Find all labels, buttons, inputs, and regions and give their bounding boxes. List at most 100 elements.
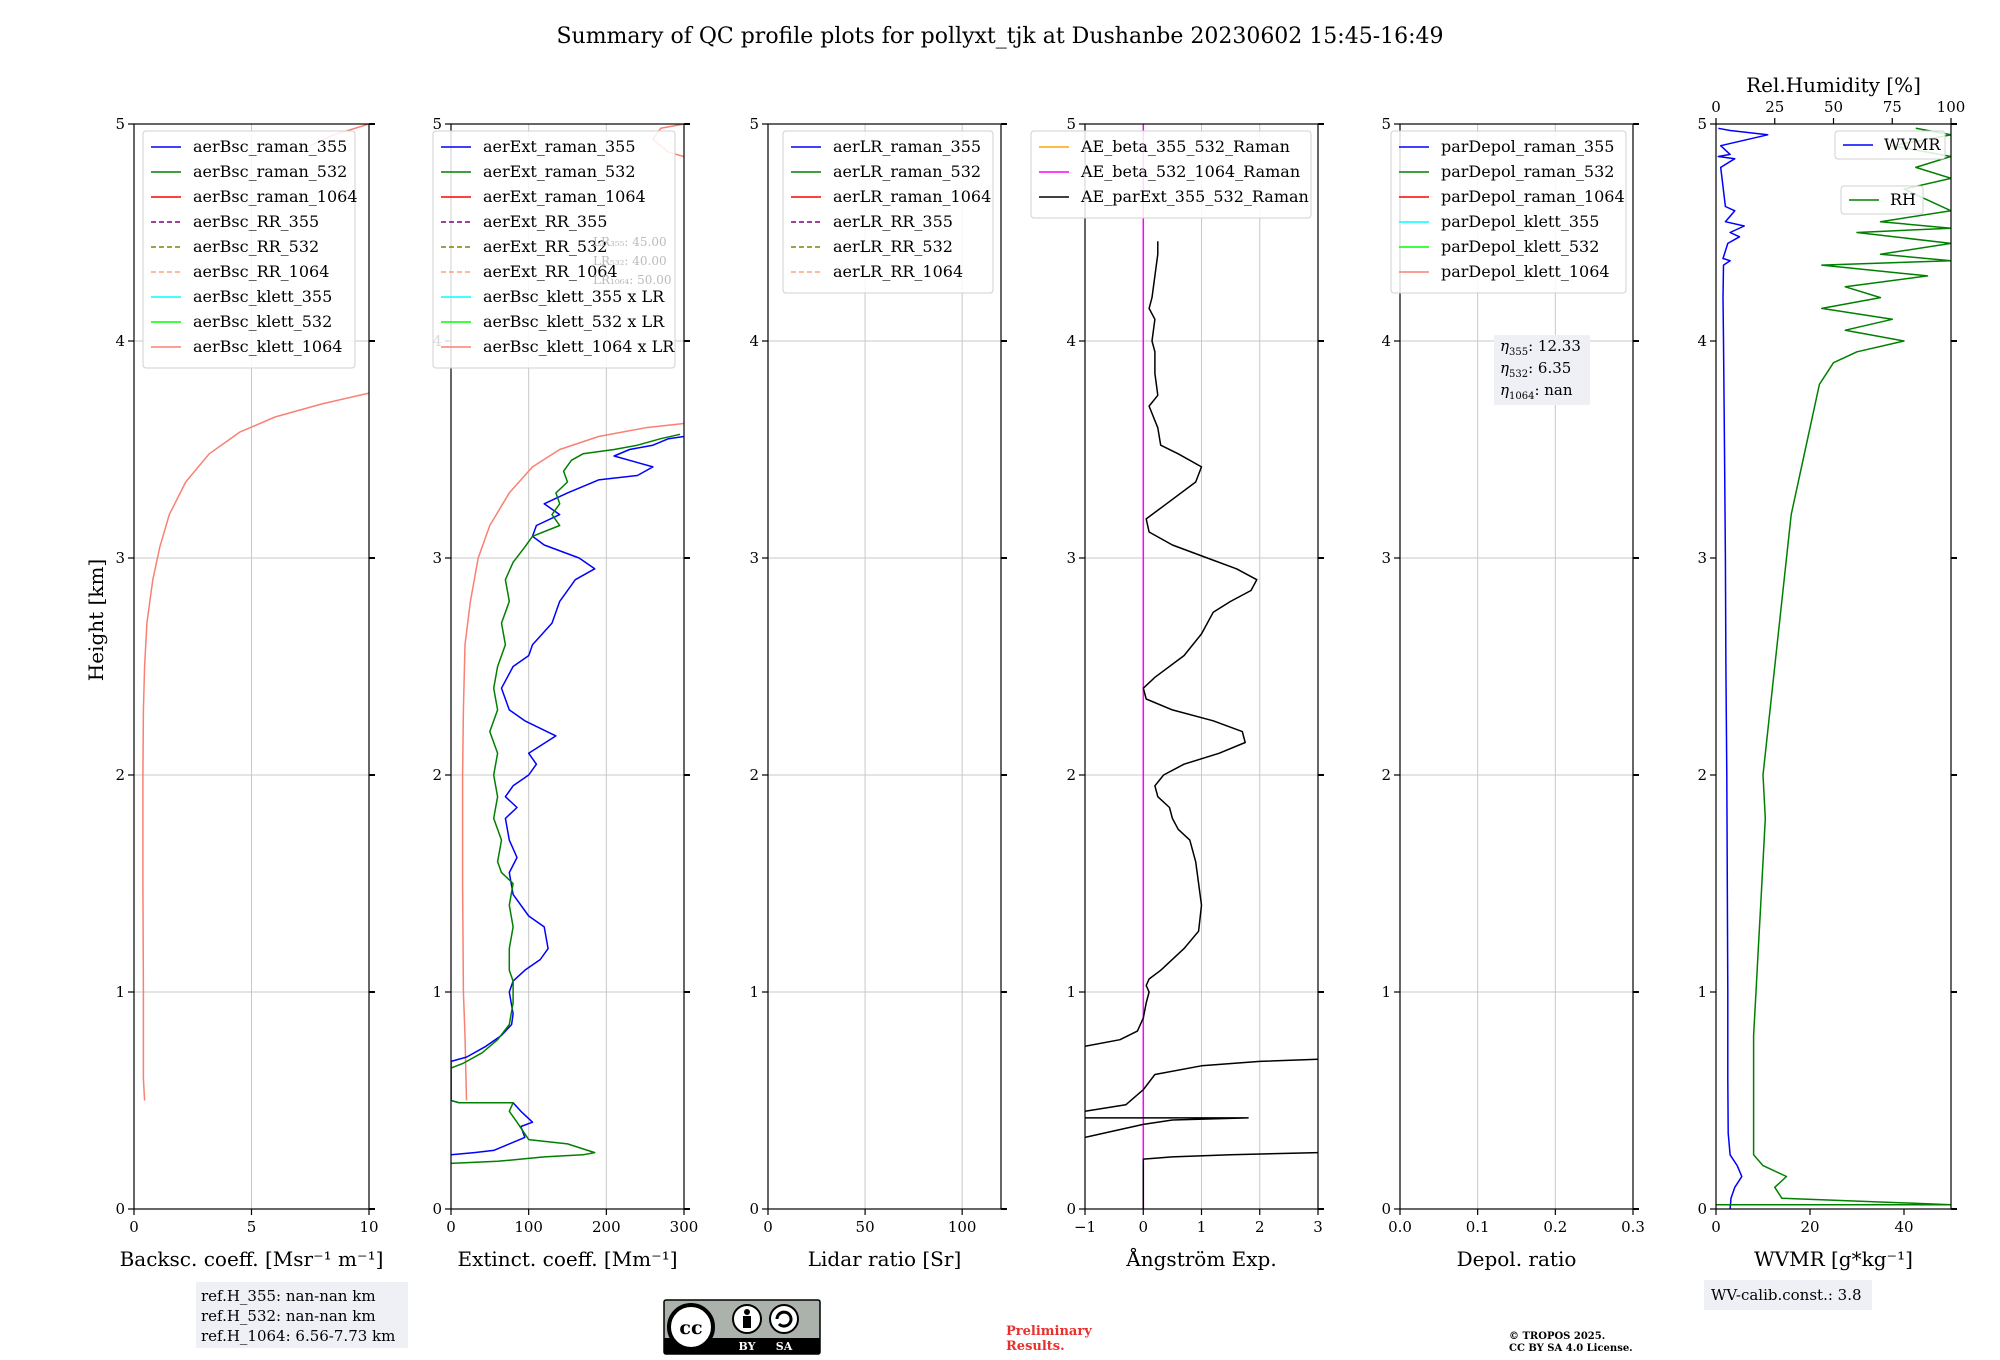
panel-ext: 0123450100200300Extinct. coeff. [Mm⁻¹]ae…: [432, 115, 698, 1271]
x-tick-label: 0: [1711, 1218, 1721, 1236]
eta-1064-symbol: η: [1500, 381, 1509, 399]
y-tick-label: 5: [115, 115, 125, 133]
y-tick-label: 0: [1381, 1200, 1391, 1218]
legend: parDepol_raman_355 parDepol_raman_532 parD…: [1390, 130, 1627, 294]
x-tick-label: 0.1: [1466, 1218, 1490, 1236]
by-person-body-icon: [743, 1316, 751, 1328]
legend-wvmr-label: WVMR: [1884, 135, 1941, 154]
by-person-head-icon: [744, 1309, 750, 1315]
eta-box: η355: 12.33 η532: 6.35 η1064: nan: [1494, 335, 1590, 405]
legend: AE_beta_355_532_Raman AE_beta_532_1064_Ra…: [1030, 130, 1312, 219]
legend-label: parDepol_raman_1064: [1441, 187, 1625, 206]
legend-label: aerExt_RR_532: [483, 237, 607, 256]
refh-355: ref.H_355: nan-nan km: [201, 1287, 376, 1305]
legend-label: AE_beta_532_1064_Raman: [1080, 162, 1300, 181]
legend-label: aerLR_raman_355: [833, 137, 981, 156]
eta-1064-value: : nan: [1534, 381, 1572, 399]
refh-532: ref.H_532: nan-nan km: [201, 1307, 376, 1325]
refh-box: ref.H_355: nan-nan km ref.H_532: nan-nan…: [196, 1282, 408, 1348]
legend-label: aerBsc_RR_1064: [193, 262, 329, 281]
y-tick-label: 3: [749, 549, 759, 567]
x-tick-label: 10: [359, 1218, 378, 1236]
y-tick-label: 3: [1697, 549, 1707, 567]
series-line-aerBsc_klett_1064: [142, 392, 369, 1101]
y-tick-label: 0: [432, 1200, 442, 1218]
series-line-AE_parExt_355_532_Raman: [1085, 241, 1258, 1048]
x-tick-label: 0: [129, 1218, 139, 1236]
y-tick-label: 3: [115, 549, 125, 567]
legend-rh: RH: [1840, 185, 1924, 215]
series-line-WVMR: [1717, 127, 1769, 1209]
y-tick-label: 1: [1066, 983, 1076, 1001]
legend-label: AE_parExt_355_532_Raman: [1080, 187, 1309, 206]
sa-share-icon: [769, 1304, 799, 1334]
wv-calib-box: WV-calib.const.: 3.8: [1704, 1280, 1872, 1310]
x-tick-label: 0: [1138, 1218, 1148, 1236]
x-axis-label: Extinct. coeff. [Mm⁻¹]: [457, 1247, 677, 1271]
top-x-tick-label: 75: [1883, 98, 1902, 116]
figure-title: Summary of QC profile plots for pollyxt_…: [556, 24, 1443, 49]
eta-355-value: : 12.33: [1528, 337, 1581, 355]
y-tick-label: 0: [1066, 1200, 1076, 1218]
eta-355: η355: 12.33: [1500, 337, 1581, 358]
lr-text-532: LR₅₃₂: 40.00: [593, 254, 667, 268]
preliminary-line-1: Preliminary: [1006, 1324, 1092, 1339]
y-tick-label: 2: [1697, 766, 1707, 784]
legend-frame: [782, 130, 994, 294]
lr-text-355: LR₃₅₅: 45.00: [593, 235, 667, 249]
y-tick-label: 1: [1381, 983, 1391, 1001]
legend-label: aerLR_raman_1064: [833, 187, 991, 206]
legend-label: parDepol_klett_355: [1441, 212, 1599, 231]
by-label: BY: [739, 1340, 756, 1353]
y-axis-label: Height [km]: [84, 559, 108, 681]
y-tick-label: 5: [1066, 115, 1076, 133]
legend-label: aerBsc_RR_532: [193, 237, 319, 256]
y-tick-label: 2: [115, 766, 125, 784]
legend-label: aerExt_RR_1064: [483, 262, 618, 281]
top-x-tick-label: 100: [1937, 98, 1966, 116]
y-tick-label: 1: [115, 983, 125, 1001]
legend-label: aerExt_raman_355: [483, 137, 636, 156]
sa-label: SA: [776, 1340, 793, 1353]
eta-1064: η1064: nan: [1500, 381, 1573, 402]
x-tick-label: 300: [670, 1218, 699, 1236]
legend-label: aerBsc_klett_1064: [193, 337, 342, 356]
legend-label: parDepol_klett_532: [1441, 237, 1599, 256]
x-tick-label: 0: [763, 1218, 773, 1236]
series-line-AE_parExt_355_532_Raman: [1142, 1151, 1318, 1209]
legend-label: aerLR_RR_355: [833, 212, 953, 231]
eta-532-value: : 6.35: [1528, 359, 1571, 377]
legend-label: aerExt_raman_1064: [483, 187, 646, 206]
legend-label: aerBsc_raman_355: [193, 137, 347, 156]
y-tick-label: 5: [1381, 115, 1391, 133]
y-tick-label: 2: [432, 766, 442, 784]
x-tick-label: 50: [856, 1218, 875, 1236]
legend-label: AE_beta_355_532_Raman: [1080, 137, 1290, 156]
copyright-line-1: © TROPOS 2025.: [1509, 1331, 1605, 1342]
x-tick-label: 2: [1255, 1218, 1265, 1236]
legend-label: parDepol_klett_1064: [1441, 262, 1610, 281]
x-axis-label: Backsc. coeff. [Msr⁻¹ m⁻¹]: [120, 1247, 384, 1271]
cc-circle-icon: [667, 1303, 715, 1351]
series-line-RH: [1716, 127, 1951, 1206]
legend-label: aerBsc_RR_355: [193, 212, 319, 231]
x-axis-label: WVMR [g*kg⁻¹]: [1754, 1247, 1913, 1271]
eta-box-background: [1494, 335, 1590, 405]
legend-frame: [1390, 130, 1627, 294]
series-line-AE_parExt_355_532_Raman: [1085, 1058, 1318, 1113]
series-line-aerExt_raman_532: [451, 433, 681, 1165]
y-tick-label: 0: [115, 1200, 125, 1218]
top-x-tick-label: 25: [1765, 98, 1784, 116]
legend-label: aerBsc_klett_532 x LR: [483, 312, 665, 331]
y-tick-label: 4: [1381, 332, 1391, 350]
series-line-AE_parExt_355_532_Raman: [1085, 1117, 1249, 1139]
sa-arrow-icon: [775, 1310, 793, 1328]
series-group: [1085, 124, 1318, 1209]
y-tick-label: 3: [432, 549, 442, 567]
legend-label: aerLR_raman_532: [833, 162, 981, 181]
y-tick-label: 2: [1381, 766, 1391, 784]
axes-frame: [767, 123, 1002, 1210]
panel-bsc: 0 1 2 3 4 5 0 5 10 Backsc. coeff. [Msr⁻¹ m⁻¹] aerB…: [115, 115, 383, 1271]
